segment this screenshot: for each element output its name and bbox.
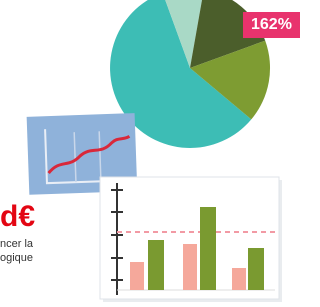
promo-text: ogique <box>0 252 33 265</box>
promo-text: ncer la <box>0 238 33 251</box>
page: 162% d€ ncer la ogique (() => { const da… <box>0 0 300 307</box>
illustration <box>0 0 300 307</box>
promo-amount: d€ <box>0 200 35 234</box>
badge: 162% <box>243 12 300 38</box>
bar-card <box>100 177 282 302</box>
